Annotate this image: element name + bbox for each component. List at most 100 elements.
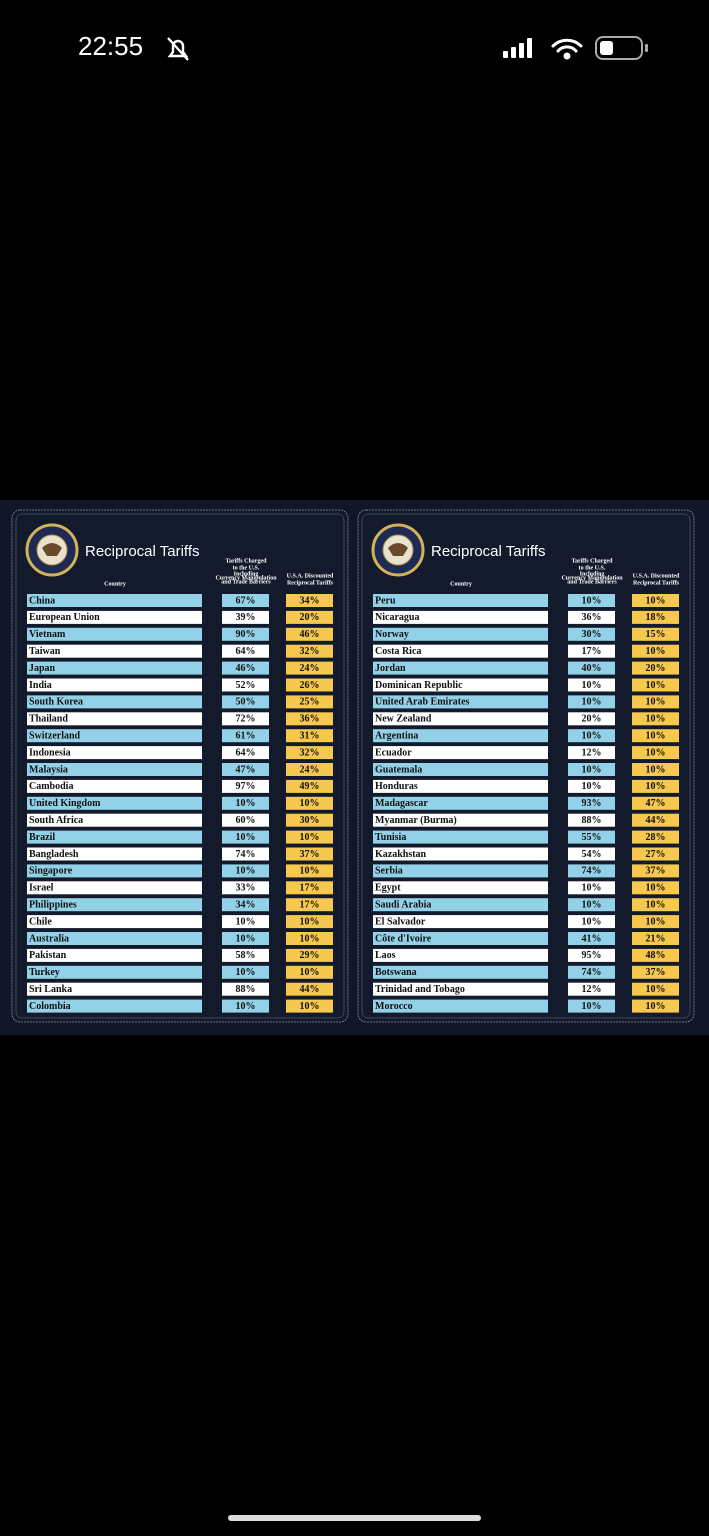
country-cell xyxy=(27,965,202,979)
reciprocal-cell xyxy=(632,965,679,979)
country: Japan xyxy=(29,663,56,674)
reciprocal-tariff: 10% xyxy=(646,697,666,708)
charged-cell xyxy=(568,982,615,996)
charged-tariff: 10% xyxy=(236,866,256,877)
charged-cell xyxy=(222,830,269,844)
col-header: Currency Manipulation xyxy=(215,575,277,581)
charged-tariff: 10% xyxy=(582,899,602,910)
home-indicator xyxy=(228,1515,481,1521)
country: Myanmar (Burma) xyxy=(375,815,457,826)
charged-cell xyxy=(568,627,615,641)
reciprocal-cell xyxy=(286,763,333,776)
charged-cell xyxy=(568,644,615,658)
reciprocal-cell xyxy=(286,627,333,641)
charged-cell xyxy=(222,729,269,743)
reciprocal-tariff: 10% xyxy=(646,1001,666,1012)
reciprocal-cell xyxy=(286,813,333,827)
reciprocal-cell xyxy=(632,779,679,793)
reciprocal-tariff: 18% xyxy=(646,612,666,623)
country-cell xyxy=(27,881,202,895)
reciprocal-cell xyxy=(632,796,679,810)
reciprocal-cell xyxy=(286,847,333,861)
charged-cell xyxy=(568,932,615,945)
battery-icon xyxy=(595,36,648,60)
reciprocal-cell xyxy=(632,881,679,895)
country-cell xyxy=(27,594,202,607)
charged-tariff: 10% xyxy=(582,730,602,741)
charged-tariff: 30% xyxy=(582,629,602,640)
country: Guatemala xyxy=(375,764,422,775)
country: Tunisia xyxy=(375,832,406,843)
reciprocal-tariff: 37% xyxy=(300,849,320,860)
col-header: Country xyxy=(450,581,472,587)
country: Madagascar xyxy=(375,798,428,809)
country: Dominican Republic xyxy=(375,680,463,691)
col-header: Including xyxy=(580,571,605,577)
charged-tariff: 10% xyxy=(236,798,256,809)
country-cell xyxy=(373,712,548,726)
reciprocal-tariff: 48% xyxy=(646,950,666,961)
reciprocal-tariff: 46% xyxy=(300,629,320,640)
charged-tariff: 74% xyxy=(236,849,256,860)
country-cell xyxy=(27,915,202,929)
charged-tariff: 54% xyxy=(582,849,602,860)
country: European Union xyxy=(29,612,100,623)
charged-cell xyxy=(222,999,269,1013)
charged-cell xyxy=(222,779,269,793)
reciprocal-cell xyxy=(632,661,679,675)
country-cell xyxy=(27,830,202,844)
charged-cell xyxy=(222,661,269,675)
charged-cell xyxy=(222,948,269,962)
reciprocal-cell xyxy=(286,932,333,945)
country-cell xyxy=(373,594,548,607)
country-cell xyxy=(27,712,202,726)
charged-tariff: 61% xyxy=(236,730,256,741)
col-header: Currency Manipulation xyxy=(561,575,623,581)
reciprocal-tariff: 15% xyxy=(646,629,666,640)
charged-tariff: 10% xyxy=(582,781,602,792)
col-header: Tariffs Charged xyxy=(572,558,614,564)
country-cell xyxy=(27,678,202,692)
charged-tariff: 93% xyxy=(582,798,602,809)
col-header: Reciprocal Tariffs xyxy=(287,580,334,586)
country-cell xyxy=(373,729,548,743)
panel-title: Reciprocal Tariffs xyxy=(431,543,546,560)
reciprocal-tariff: 10% xyxy=(300,832,320,843)
seal-eagle xyxy=(388,543,408,556)
charged-tariff: 74% xyxy=(582,967,602,978)
reciprocal-tariff: 10% xyxy=(646,984,666,995)
charged-tariff: 10% xyxy=(582,916,602,927)
reciprocal-tariff: 17% xyxy=(300,883,320,894)
reciprocal-tariff: 24% xyxy=(300,663,320,674)
reciprocal-tariff: 10% xyxy=(300,916,320,927)
charged-cell xyxy=(222,712,269,726)
reciprocal-cell xyxy=(632,763,679,776)
country-cell xyxy=(373,813,548,827)
reciprocal-tariff: 10% xyxy=(646,680,666,691)
reciprocal-tariff: 37% xyxy=(646,967,666,978)
reciprocal-tariff: 10% xyxy=(300,866,320,877)
reciprocal-cell xyxy=(632,948,679,962)
country: New Zealand xyxy=(375,714,432,725)
country: India xyxy=(29,680,52,691)
country: Bangladesh xyxy=(29,849,79,860)
charged-tariff: 88% xyxy=(582,815,602,826)
country: Honduras xyxy=(375,781,418,792)
country-cell xyxy=(373,965,548,979)
col-header: Country xyxy=(104,581,126,587)
charged-cell xyxy=(222,763,269,776)
charged-cell xyxy=(568,661,615,675)
reciprocal-tariff: 10% xyxy=(646,899,666,910)
country: Ecuador xyxy=(375,747,412,758)
country-cell xyxy=(27,813,202,827)
charged-tariff: 10% xyxy=(236,967,256,978)
reciprocal-tariff: 10% xyxy=(646,747,666,758)
charged-tariff: 10% xyxy=(236,832,256,843)
country: Kazakhstan xyxy=(375,849,427,860)
charged-cell xyxy=(222,864,269,878)
country: Switzerland xyxy=(29,730,81,741)
reciprocal-cell xyxy=(632,746,679,760)
country: Morocco xyxy=(375,1001,413,1012)
country-cell xyxy=(27,948,202,962)
country: Philippines xyxy=(29,899,77,910)
